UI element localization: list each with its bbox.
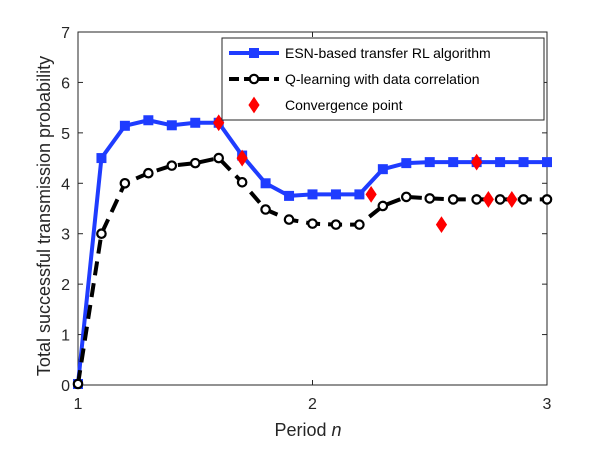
series-1 [72, 152, 553, 390]
data-point [236, 176, 248, 188]
legend-marker-1 [248, 73, 260, 85]
data-point [377, 164, 388, 175]
series-layer [72, 114, 553, 390]
legend-label-2: Convergence point [285, 97, 403, 113]
x-axis-label-variable: n [332, 420, 342, 440]
data-point [401, 158, 412, 169]
data-point [96, 228, 107, 240]
data-point [482, 191, 494, 208]
x-axis-label: Period n [274, 420, 341, 440]
data-point [542, 157, 552, 168]
data-point [190, 117, 201, 128]
data-point [283, 214, 295, 225]
data-point [541, 194, 553, 205]
y-tick-label: 2 [61, 277, 70, 294]
data-point [506, 191, 518, 208]
data-point [494, 194, 506, 205]
data-point [365, 185, 377, 203]
data-point [447, 194, 459, 205]
data-point [471, 153, 483, 171]
data-point [236, 149, 248, 167]
data-point [354, 219, 365, 230]
data-point [377, 200, 389, 212]
legend-marker-2 [248, 96, 260, 114]
data-point [424, 157, 435, 168]
x-tick-label: 1 [74, 396, 83, 413]
data-point [400, 191, 412, 203]
data-point [213, 152, 224, 164]
y-tick-label: 5 [61, 126, 70, 143]
legend-label-0: ESN-based transfer RL algorithm [285, 45, 491, 61]
data-point [166, 120, 177, 131]
y-tick-label: 1 [61, 328, 70, 345]
data-point [143, 167, 154, 179]
y-tick-label: 3 [61, 227, 70, 244]
data-point [435, 216, 448, 234]
data-point [189, 157, 201, 169]
data-point [96, 153, 107, 164]
data-point [119, 120, 130, 131]
data-point [424, 193, 436, 204]
data-point [143, 115, 154, 126]
legend: ESN-based transfer RL algorithm Q-learnin… [221, 37, 545, 121]
data-point [166, 160, 178, 171]
y-tick-label: 7 [61, 25, 70, 42]
data-point [284, 190, 295, 201]
y-tick-label: 0 [61, 378, 70, 395]
y-tick-label: 6 [61, 75, 70, 92]
legend-marker-0 [249, 48, 259, 58]
data-point [330, 189, 341, 200]
x-axis-label-text: Period [274, 420, 326, 440]
data-point [260, 204, 271, 215]
data-point [307, 189, 318, 200]
y-axis-label: Total successful transmission probabilit… [34, 56, 54, 376]
data-point [307, 218, 318, 229]
series-2 [213, 114, 518, 234]
data-point [448, 157, 459, 168]
data-point [119, 177, 131, 189]
legend-label-1: Q-learning with data correlation [285, 71, 480, 87]
data-point [495, 157, 506, 168]
data-point [518, 194, 529, 205]
data-point [354, 189, 365, 200]
y-tick-label: 4 [61, 176, 70, 193]
data-point [471, 194, 482, 205]
data-point [330, 219, 342, 230]
x-tick-label: 2 [308, 396, 317, 413]
x-tick-label: 3 [543, 396, 552, 413]
data-point [518, 157, 529, 168]
data-point [72, 378, 84, 390]
data-point [260, 178, 271, 189]
